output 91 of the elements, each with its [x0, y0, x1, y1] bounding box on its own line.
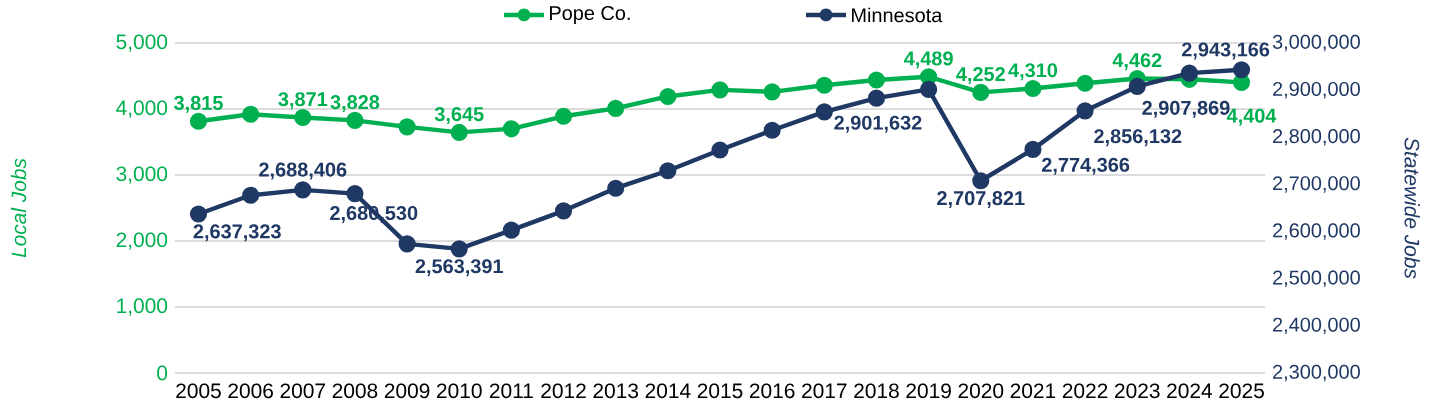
point [1128, 77, 1146, 96]
x-tick-label: 2012 [541, 383, 586, 399]
data-label: 2,856,132 [1094, 129, 1182, 147]
legend-label: Pope Co. [550, 5, 630, 25]
y2-tick-label: 2,800,000 [1273, 129, 1360, 146]
data-label: 4,489 [904, 51, 953, 69]
y2-tick-label: 2,500,000 [1273, 270, 1360, 287]
x-tick-label: 2025 [1219, 383, 1264, 399]
x-tick-label: 2017 [802, 383, 847, 399]
x-tick-label: 2008 [332, 383, 378, 399]
point [1180, 64, 1198, 82]
y-tick-label: 3,000 [116, 166, 168, 184]
point [763, 121, 781, 139]
point [607, 179, 625, 197]
x-tick-label: 2010 [437, 383, 482, 399]
x-tick-label: 2019 [906, 383, 951, 399]
data-label: 2,688,406 [259, 162, 347, 180]
y-tick-label: 5,000 [116, 34, 168, 52]
data-label: 2,563,391 [415, 259, 503, 277]
y2-tick-label: 2,700,000 [1273, 176, 1360, 193]
point [398, 118, 416, 136]
y2-tick-label: 2,900,000 [1273, 81, 1360, 99]
point [554, 202, 573, 220]
data-label: 2,774,366 [1041, 157, 1130, 175]
x-tick-label: 2015 [697, 383, 743, 399]
x-tick-label: 2005 [176, 383, 221, 399]
point [972, 172, 990, 190]
point [346, 111, 364, 129]
x-tick-label: 2011 [489, 383, 533, 399]
x-tick-label: 2024 [1167, 383, 1213, 399]
point [659, 162, 677, 180]
point [867, 71, 886, 89]
data-label: 3,645 [434, 107, 484, 125]
legend-label: Minnesota [852, 7, 943, 23]
point [1232, 61, 1251, 79]
data-label: 3,828 [330, 95, 380, 112]
point [398, 235, 416, 253]
point [711, 81, 729, 99]
y2-tick-label: 3,000,000 [1272, 34, 1360, 52]
y2-tick-label: 2,600,000 [1273, 223, 1360, 240]
point [867, 89, 886, 107]
point [1076, 102, 1094, 120]
point [450, 240, 468, 258]
y2-tick-label: 2,400,000 [1273, 317, 1360, 335]
x-tick-label: 2014 [645, 383, 691, 399]
x-tick-label: 2013 [593, 383, 639, 399]
x-tick-label: 2023 [1115, 383, 1160, 399]
y-axis-title: Local Jobs [10, 158, 27, 258]
point [502, 221, 520, 239]
point [815, 103, 833, 121]
point [920, 80, 938, 98]
point [554, 107, 573, 125]
data-label: 3,871 [278, 92, 328, 110]
point [763, 83, 781, 101]
point [294, 181, 312, 199]
x-tick-label: 2021 [1010, 383, 1056, 399]
point [189, 205, 208, 223]
y2-axis-title: Statewide Jobs [1404, 137, 1420, 279]
data-label: 3,815 [174, 95, 223, 113]
data-label: 2,943,166 [1181, 42, 1270, 60]
point [189, 112, 208, 130]
data-label: 2,901,632 [834, 115, 922, 133]
point [502, 120, 520, 138]
y-tick-label: 2,000 [116, 232, 168, 250]
point [1076, 74, 1094, 92]
point [711, 141, 729, 159]
x-tick-label: 2007 [280, 383, 325, 399]
y-tick-label: 0 [157, 365, 168, 381]
data-label: 4,310 [1008, 63, 1058, 81]
x-tick-label: 2006 [228, 383, 273, 399]
y-tick-label: 1,000 [117, 298, 168, 316]
point [1024, 140, 1042, 158]
point [607, 99, 625, 117]
point [242, 105, 260, 123]
x-tick-label: 2020 [958, 383, 1004, 399]
point [242, 186, 260, 204]
y2-tick-label: 2,300,000 [1273, 364, 1360, 382]
y-tick-label: 4,000 [116, 100, 168, 118]
x-tick-label: 2018 [854, 383, 899, 399]
point [450, 123, 468, 141]
data-label: 4,252 [956, 67, 1005, 85]
x-tick-label: 2009 [384, 383, 430, 399]
x-tick-label: 2016 [749, 383, 795, 399]
data-label: 2,637,323 [193, 224, 281, 242]
point [346, 185, 364, 203]
point [815, 76, 833, 94]
point [659, 87, 677, 106]
point [972, 83, 990, 101]
x-tick-label: 2022 [1062, 383, 1108, 399]
data-label: 2,707,821 [937, 191, 1025, 209]
data-label: 4,462 [1112, 53, 1162, 71]
